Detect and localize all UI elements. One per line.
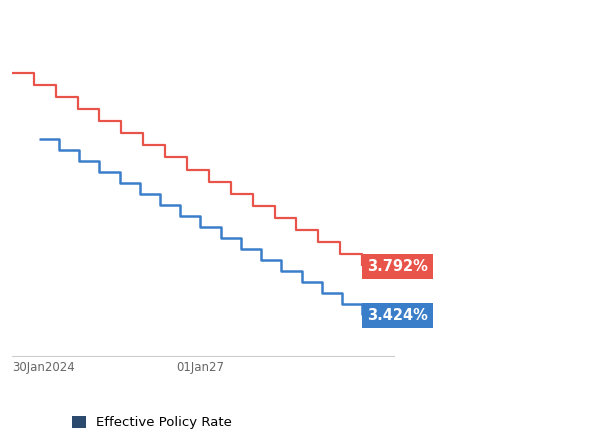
- Text: 3.792%: 3.792%: [365, 259, 427, 274]
- Legend: Effective Policy Rate: Effective Policy Rate: [72, 416, 232, 430]
- Text: 01Jan27: 01Jan27: [177, 361, 225, 374]
- Text: 3.424%: 3.424%: [365, 308, 427, 323]
- Text: 30Jan2024: 30Jan2024: [12, 361, 74, 374]
